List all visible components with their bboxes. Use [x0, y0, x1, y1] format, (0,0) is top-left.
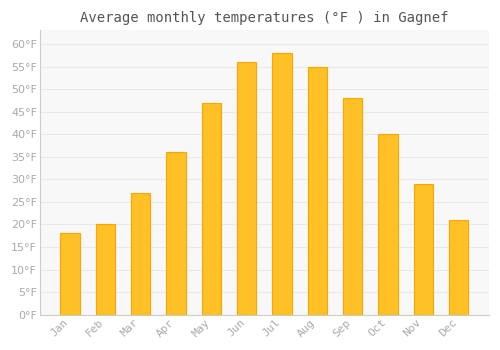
Bar [96, 224, 115, 315]
Bar [237, 62, 256, 315]
Bar [343, 98, 362, 315]
Bar [60, 233, 80, 315]
Bar [378, 134, 398, 315]
Bar [202, 103, 221, 315]
Bar [131, 193, 150, 315]
Bar [272, 53, 292, 315]
Bar [166, 152, 186, 315]
Bar [308, 66, 327, 315]
Bar [449, 220, 468, 315]
Title: Average monthly temperatures (°F ) in Gagnef: Average monthly temperatures (°F ) in Ga… [80, 11, 448, 25]
Bar [414, 184, 433, 315]
